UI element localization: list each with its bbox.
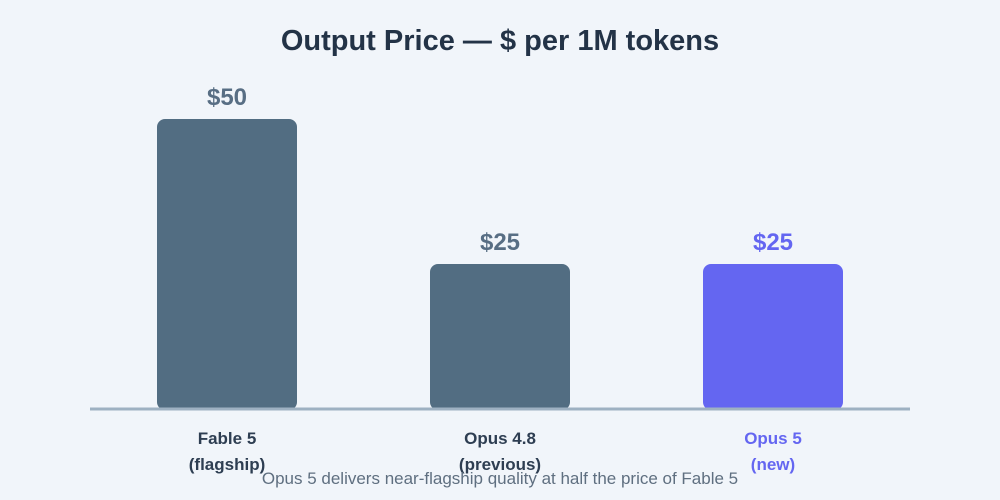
chart-title: Output Price — $ per 1M tokens	[281, 25, 719, 57]
category-label-0-line-0: Fable 5	[198, 429, 257, 448]
value-label-0: $50	[207, 84, 247, 111]
value-label-1: $25	[480, 229, 520, 256]
bars-group: $50 Fable 5 (flagship) $25 Opus 4.8 (previous…	[157, 84, 843, 474]
category-label-0-line-1: (flagship)	[189, 455, 266, 474]
value-label-2: $25	[753, 229, 793, 256]
category-label-1-line-0: Opus 4.8	[464, 429, 536, 448]
chart-footnote: Opus 5 delivers near-flagship quality at…	[262, 469, 738, 488]
category-label-2-line-0: Opus 5	[744, 429, 802, 448]
bar-1	[430, 264, 570, 410]
bar-0	[157, 119, 297, 410]
category-label-2-line-1: (new)	[751, 455, 795, 474]
bar-2	[703, 264, 843, 410]
category-label-1-line-1: (previous)	[459, 455, 541, 474]
